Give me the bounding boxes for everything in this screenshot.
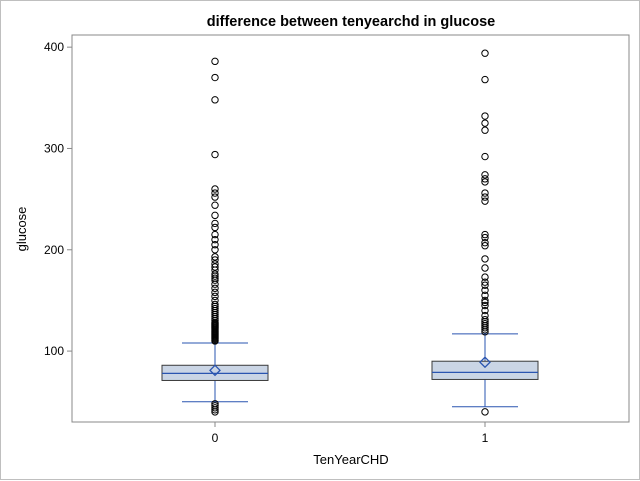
outlier-point (481, 197, 489, 205)
box-group-0 (161, 57, 269, 416)
x-tick-label: 0 (212, 431, 219, 445)
outlier-point (211, 402, 219, 410)
outlier-point (481, 320, 489, 328)
outlier-point (211, 201, 219, 209)
outlier-point (481, 281, 489, 289)
outlier-point (211, 96, 219, 104)
outlier-point (211, 284, 219, 292)
outlier-point (211, 256, 219, 264)
outlier-point (481, 301, 489, 310)
outlier-point (481, 264, 489, 272)
outlier-point (211, 246, 219, 254)
outlier-point (481, 189, 489, 197)
outlier-point (211, 223, 219, 232)
outlier-point (211, 270, 219, 278)
y-tick-label: 200 (44, 243, 64, 257)
outlier-point (211, 241, 219, 249)
box-group-1 (431, 49, 539, 416)
outlier-point (211, 404, 219, 412)
outlier-point (211, 400, 219, 408)
outlier-point (481, 242, 489, 250)
y-tick-label: 300 (44, 141, 64, 155)
iqr-box (431, 360, 539, 380)
outlier-point (211, 300, 219, 309)
outlier-point (211, 230, 219, 239)
chart-title: difference between tenyearchd in glucose (207, 14, 495, 30)
mean-marker (209, 364, 221, 377)
outlier-point (481, 298, 489, 307)
outlier-point (481, 296, 489, 305)
mean-marker (479, 356, 491, 369)
outlier-point (481, 311, 489, 320)
outlier-point (211, 193, 219, 201)
outlier-point (481, 408, 489, 416)
outlier-point (211, 274, 219, 282)
outlier-point (481, 49, 489, 57)
outlier-point (211, 296, 219, 305)
outlier-point (211, 73, 219, 82)
outlier-point (481, 255, 489, 263)
outlier-point (211, 263, 219, 271)
outlier-point (211, 219, 219, 228)
outlier-point (481, 75, 489, 84)
outlier-point (211, 235, 219, 244)
y-tick-label: 400 (44, 40, 64, 54)
outlier-point (481, 175, 489, 183)
outlier-point (211, 288, 219, 297)
outlier-point (211, 253, 219, 261)
outlier-point (481, 233, 489, 242)
plot-area-frame (71, 34, 630, 423)
outlier-point (481, 193, 489, 201)
outlier-point (481, 230, 489, 239)
outlier-point (481, 273, 489, 281)
outlier-point (481, 238, 489, 247)
outlier-point (481, 286, 489, 294)
outlier-point (481, 112, 489, 120)
outlier-point (211, 292, 219, 301)
y-axis-label: glucose (14, 207, 29, 252)
outlier-point (211, 57, 219, 66)
outlier-point (211, 189, 219, 197)
outlier-point (211, 304, 219, 313)
outlier-point (481, 315, 489, 324)
outlier-point (481, 306, 489, 315)
outlier-point (211, 260, 219, 268)
outlier-point (211, 185, 219, 193)
outlier-point (481, 126, 489, 134)
outlier-point (481, 171, 489, 179)
outlier-point (481, 278, 489, 286)
box-series (161, 49, 539, 416)
outlier-point (481, 178, 489, 186)
outlier-point (481, 152, 489, 161)
outlier-point (211, 211, 219, 220)
y-axis: 100 200 300 400 (44, 40, 72, 358)
outlier-point (211, 150, 219, 159)
outlier-point (481, 119, 489, 127)
outlier-point (481, 291, 489, 300)
y-tick-label: 100 (44, 344, 64, 358)
x-tick-label: 1 (482, 431, 489, 445)
x-axis-label: TenYearCHD (313, 452, 388, 467)
